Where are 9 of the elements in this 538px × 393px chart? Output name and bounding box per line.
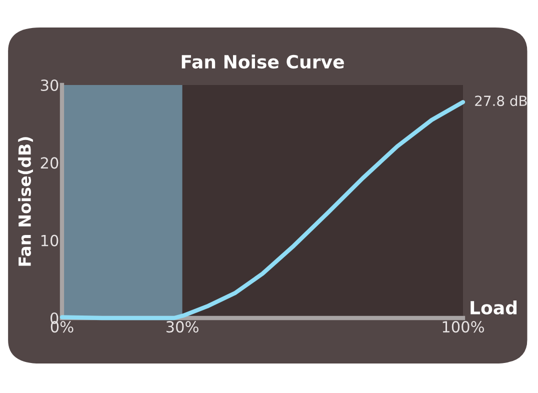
- annotation: 27.8 dB: [475, 95, 527, 106]
- x-tick-label: 100%: [442, 321, 484, 333]
- x-tick-label: 30%: [166, 321, 198, 333]
- y-tick-label: 20: [40, 157, 58, 169]
- y-tick-label: 30: [40, 79, 58, 92]
- x-axis-title: Load: [470, 300, 517, 314]
- chart-title: Fan Noise Curve: [182, 54, 344, 69]
- y-axis-title: Fan Noise(dB): [18, 137, 33, 266]
- y-tick-label: 10: [41, 234, 58, 246]
